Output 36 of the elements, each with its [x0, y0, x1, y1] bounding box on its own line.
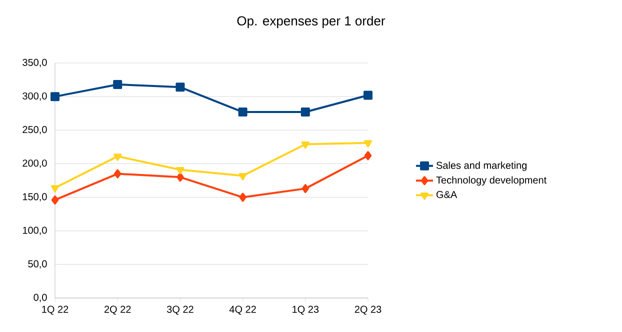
chart-title: Op. expenses per 1 order	[237, 16, 386, 28]
y-tick-label: 100,0	[22, 226, 47, 235]
point	[113, 80, 122, 89]
point	[51, 195, 59, 204]
point	[302, 184, 310, 194]
point	[364, 151, 372, 160]
point	[176, 167, 184, 174]
y-tick-label: 350,0	[22, 58, 47, 68]
x-tick-label: 1Q 23	[292, 306, 319, 315]
point	[301, 141, 310, 149]
y-tick-label: 300,0	[22, 92, 47, 101]
y-tick-label: 0,0	[34, 294, 47, 302]
point	[364, 140, 372, 148]
legend-label: Technology development	[436, 176, 547, 186]
point	[364, 90, 373, 100]
point	[114, 169, 122, 178]
x-tick-label: 1Q 22	[42, 306, 68, 315]
x-tick-label: 4Q 22	[229, 306, 256, 315]
point	[176, 82, 185, 92]
y-tick-label: 200,0	[22, 160, 47, 168]
point	[176, 172, 184, 182]
legend-label: G&A	[436, 190, 458, 198]
x-tick-label: 2Q 22	[104, 306, 131, 315]
point	[114, 154, 122, 161]
y-tick-label: 150,0	[22, 193, 47, 202]
x-tick-label: 2Q 23	[354, 306, 382, 315]
point	[238, 173, 247, 180]
point	[50, 185, 60, 192]
legend-label: Sales and marketing	[436, 162, 527, 171]
y-tick-label: 250,0	[22, 126, 47, 134]
point	[300, 108, 310, 117]
point	[238, 108, 248, 117]
point	[239, 192, 246, 202]
x-tick-label: 3Q 22	[166, 306, 194, 315]
point	[50, 92, 60, 102]
y-tick-label: 50,0	[28, 260, 47, 269]
